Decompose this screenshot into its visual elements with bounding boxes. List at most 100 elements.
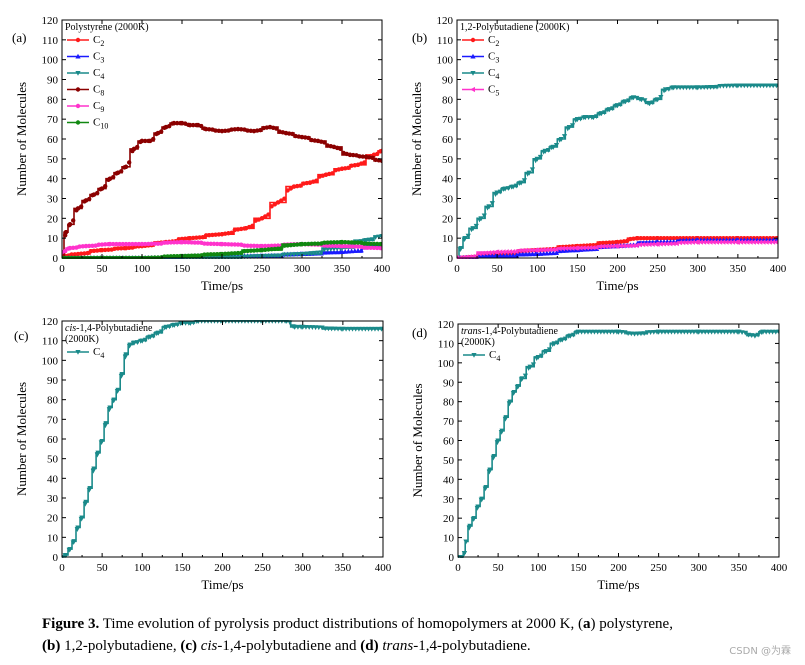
marker-a-C4-67 bbox=[272, 253, 278, 259]
caption-text-3: 1,2-polybutadiene, bbox=[60, 638, 181, 654]
marker-a-C8-82 bbox=[290, 131, 295, 137]
legend-label-base-a-C10: C bbox=[93, 117, 100, 129]
data-point-c-C4-2 bbox=[67, 547, 73, 552]
y-tick-label-d-4: 40 bbox=[443, 474, 455, 486]
legend-label-d-C4: C4 bbox=[489, 349, 500, 363]
marker-b-C5-87 bbox=[723, 239, 729, 245]
data-point-b-C5-8 bbox=[775, 240, 778, 244]
plot-area-b bbox=[457, 83, 778, 259]
data-point-a-C8-18 bbox=[195, 122, 201, 128]
marker-a-C10-60 bbox=[248, 248, 253, 253]
data-point-c-C4-7 bbox=[87, 486, 93, 491]
marker-a-C9-43 bbox=[192, 240, 197, 245]
marker-a-C4-79 bbox=[309, 251, 315, 256]
marker-a-C10-94 bbox=[352, 240, 357, 245]
data-point-b-C4-28 bbox=[671, 85, 677, 91]
legend-label-sub-a-C4: 4 bbox=[100, 72, 104, 81]
marker-a-C2-49 bbox=[210, 232, 215, 238]
legend-label-b-C4: C4 bbox=[488, 67, 499, 81]
marker-a-C8-103 bbox=[357, 154, 362, 159]
data-point-b-C4-22 bbox=[622, 99, 629, 105]
y-tick-label-b-0: 0 bbox=[448, 253, 454, 265]
marker-a-C4-61 bbox=[254, 254, 260, 259]
x-tick-label-b-6: 300 bbox=[690, 263, 707, 275]
y-axis-title-c: Number of Molecules bbox=[14, 382, 29, 496]
marker-b-C2-62 bbox=[644, 235, 650, 241]
marker-a-C9-36 bbox=[171, 240, 177, 245]
marker-a-C10-57 bbox=[239, 250, 244, 256]
data-point-a-C8-29 bbox=[363, 154, 369, 160]
data-point-a-C8-8 bbox=[115, 170, 121, 175]
marker-a-C8-63 bbox=[229, 127, 234, 132]
data-point-c-C4-5 bbox=[79, 515, 85, 521]
data-point-d-C4-24 bbox=[575, 329, 581, 335]
marker-a-C9-67 bbox=[266, 243, 271, 249]
y-tick-label-a-8: 80 bbox=[47, 94, 59, 106]
data-point-a-C2-15 bbox=[355, 162, 361, 167]
marker-b-C4-71 bbox=[642, 98, 648, 104]
data-point-b-C4-15 bbox=[566, 125, 572, 130]
marker-a-C9-101 bbox=[371, 245, 377, 251]
marker-b-C2-71 bbox=[671, 235, 676, 241]
marker-b-C5-40 bbox=[577, 245, 583, 251]
marker-a-C10-97 bbox=[362, 241, 367, 246]
marker-b-C5-24 bbox=[529, 247, 535, 253]
data-point-c-C4-16 bbox=[123, 352, 129, 358]
marker-a-C9-99 bbox=[365, 245, 370, 250]
x-tick-label-c-3: 150 bbox=[174, 562, 191, 574]
marker-a-C9-46 bbox=[202, 241, 207, 246]
legend-label-sub-a-C3: 3 bbox=[100, 56, 104, 65]
data-point-b-C3-2 bbox=[534, 251, 540, 257]
data-point-c-C4-8 bbox=[91, 466, 97, 472]
marker-a-C2-4 bbox=[72, 252, 78, 257]
chart-panel-b: (b) 0 50 100 150 200 250 300 350 400 0 10 20 30 40 50 60… bbox=[409, 15, 787, 293]
data-point-d-C4-30 bbox=[752, 333, 758, 339]
legend-label-base-a-C4: C bbox=[93, 67, 100, 79]
marker-b-C4-26 bbox=[521, 178, 528, 184]
marker-a-C9-12 bbox=[96, 242, 102, 247]
marker-b-C5-81 bbox=[704, 239, 710, 245]
data-point-a-C8-19 bbox=[203, 126, 209, 132]
series-line-d-C4 bbox=[458, 331, 779, 558]
marker-a-C9-30 bbox=[152, 241, 157, 246]
marker-b-C5-35 bbox=[563, 245, 569, 252]
marker-b-C5-15 bbox=[500, 249, 506, 255]
data-point-c-C4-32 bbox=[340, 326, 346, 332]
data-point-a-C8-27 bbox=[331, 144, 337, 150]
marker-b-C5-74 bbox=[683, 239, 689, 246]
data-point-a-C3-5 bbox=[339, 249, 345, 255]
data-point-a-C8-17 bbox=[187, 122, 193, 128]
data-point-b-C4-1 bbox=[458, 246, 464, 251]
marker-b-C5-10 bbox=[486, 250, 492, 256]
marker-a-C10-46 bbox=[205, 252, 210, 257]
marker-a-C9-13 bbox=[99, 242, 105, 247]
marker-a-C10-70 bbox=[279, 246, 284, 251]
legend-marker-a-C9 bbox=[75, 103, 81, 109]
marker-b-C5-7 bbox=[476, 251, 482, 257]
marker-a-C9-57 bbox=[235, 242, 241, 247]
x-tick-label-a-2: 100 bbox=[134, 263, 151, 275]
marker-a-C9-93 bbox=[346, 244, 351, 249]
marker-a-C2-6 bbox=[79, 251, 84, 256]
marker-a-C9-9 bbox=[87, 243, 92, 249]
marker-b-C5-31 bbox=[550, 246, 556, 253]
data-point-a-C8-23 bbox=[267, 124, 273, 130]
y-tick-label-c-6: 60 bbox=[47, 434, 59, 446]
marker-b-C2-54 bbox=[621, 239, 627, 244]
marker-b-C5-66 bbox=[658, 241, 663, 247]
data-point-c-C4-15 bbox=[119, 372, 125, 377]
data-point-b-C4-24 bbox=[638, 97, 645, 103]
data-point-c-C4-10 bbox=[99, 438, 105, 444]
y-tick-label-d-6: 60 bbox=[443, 436, 455, 448]
marker-a-C2-51 bbox=[216, 232, 221, 237]
marker-b-C5-22 bbox=[523, 247, 529, 253]
marker-d-C4-39 bbox=[538, 353, 545, 359]
data-point-b-C2-5 bbox=[635, 235, 640, 241]
data-point-b-C4-11 bbox=[534, 156, 540, 162]
x-tick-label-d-8: 400 bbox=[771, 562, 788, 574]
marker-a-C2-44 bbox=[194, 235, 199, 240]
marker-a-C8-59 bbox=[216, 128, 221, 134]
marker-b-C4-77 bbox=[658, 94, 664, 100]
marker-a-C9-49 bbox=[211, 241, 217, 247]
data-point-a-C9-3 bbox=[107, 241, 113, 247]
